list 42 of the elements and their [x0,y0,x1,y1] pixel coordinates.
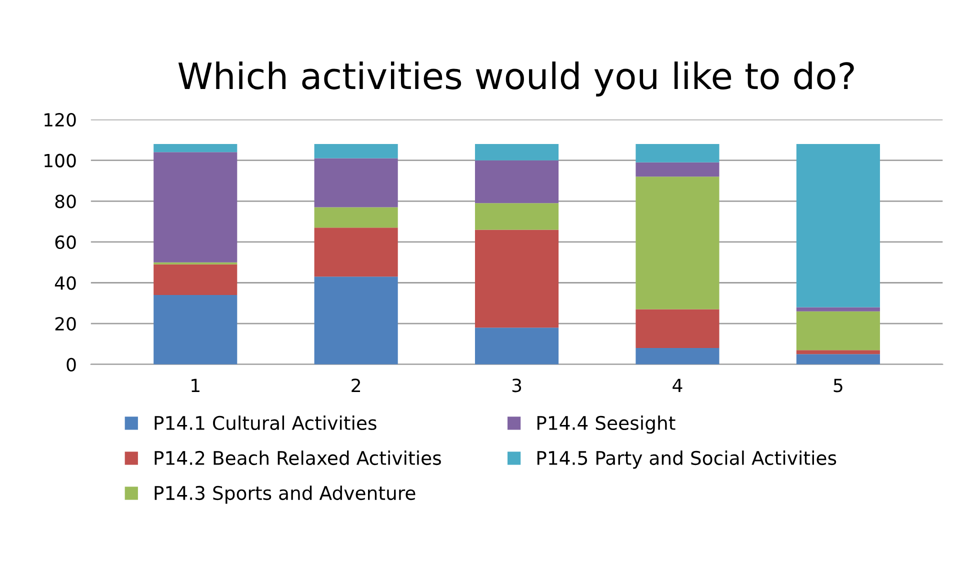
bar [314,158,398,208]
x-tick-label: 3 [512,378,522,392]
bar [474,160,559,204]
y-tick-label: 40 [54,276,76,290]
bar [154,152,238,262]
y-tick-label: 0 [66,358,76,372]
bar [474,144,559,160]
x-tick-label: 5 [834,378,842,392]
bar [154,295,238,364]
bar [154,144,238,152]
bar [154,264,238,295]
y-tick-label: 80 [55,194,76,208]
bar [314,228,398,277]
legend-label: P14.3 Sports and Adventure [154,486,416,504]
bar [636,144,720,162]
bar [474,203,559,230]
y-tick-label: 60 [55,235,76,250]
bar [636,309,720,348]
x-tick-label: 1 [192,378,200,392]
y-tick-label: 120 [44,112,76,127]
bar [636,348,720,364]
bar [796,311,880,350]
bar [636,176,720,310]
bar [636,162,720,177]
legend-label: P14.4 Seesight [537,416,676,434]
legend-label: P14.5 Party and Social Activities [537,450,836,469]
bar [314,207,398,228]
bar [796,354,880,364]
bar [474,328,559,364]
legend-label: P14.2 Beach Relaxed Activities [154,450,441,466]
bar [796,144,880,308]
y-tick-label: 20 [55,317,76,331]
chart-title: Which activities would you like to do? [178,62,854,96]
bar [314,144,398,158]
x-tick-label: 2 [352,378,360,392]
bar [796,307,880,312]
legend-label: P14.1 Cultural Activities [154,416,376,430]
bar [314,276,398,364]
x-tick-label: 4 [672,378,682,392]
y-tick-label: 100 [44,154,76,168]
bar [796,350,880,354]
bar [474,230,559,328]
